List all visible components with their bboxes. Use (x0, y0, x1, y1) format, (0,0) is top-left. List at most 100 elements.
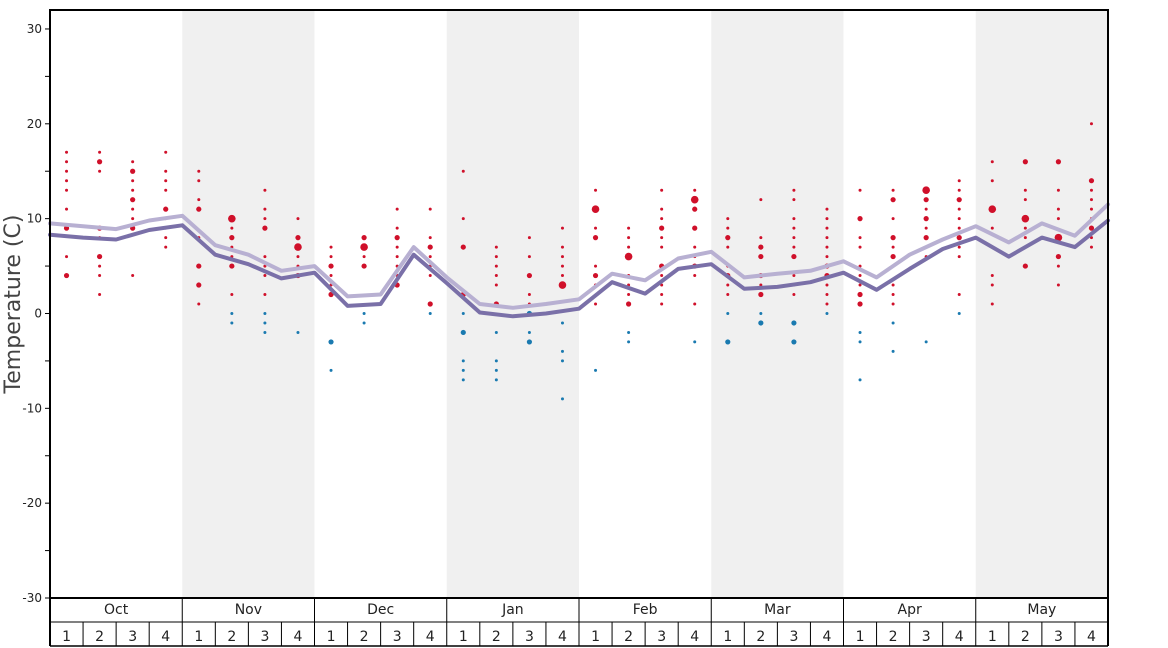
data-point (759, 236, 763, 240)
week-label: 3 (525, 629, 534, 645)
data-point (196, 206, 202, 212)
y-tick-label: -10 (22, 401, 42, 415)
data-point (494, 255, 498, 259)
data-point (660, 188, 664, 192)
data-point (296, 330, 300, 334)
data-point (791, 320, 797, 326)
data-point (957, 207, 961, 211)
data-point (494, 330, 498, 334)
data-point (825, 236, 829, 240)
week-label: 4 (1087, 629, 1096, 645)
data-point (956, 235, 962, 241)
data-point (1055, 159, 1062, 165)
data-point (791, 339, 797, 345)
data-point (560, 255, 564, 259)
data-point (428, 236, 432, 240)
week-label: 2 (756, 629, 765, 645)
data-point (594, 368, 598, 372)
week-label: 1 (194, 629, 203, 645)
data-point (131, 217, 135, 221)
data-point (428, 255, 432, 259)
data-point (527, 330, 531, 334)
data-point (460, 329, 466, 336)
data-point (592, 235, 599, 241)
data-point (494, 274, 498, 278)
data-point (1054, 233, 1063, 242)
data-point (957, 217, 961, 221)
data-point (527, 236, 531, 240)
data-point (263, 255, 267, 259)
data-point (395, 245, 399, 249)
data-point (891, 293, 895, 297)
data-point (923, 235, 929, 241)
data-point (1089, 122, 1093, 126)
data-point (594, 226, 598, 230)
data-point (825, 226, 829, 230)
data-point (660, 207, 664, 211)
data-point (792, 217, 796, 221)
data-point (98, 169, 102, 173)
data-point (725, 235, 731, 241)
y-tick-label: 10 (27, 212, 42, 226)
data-point (924, 340, 928, 344)
data-point (427, 301, 433, 307)
data-point (858, 283, 862, 287)
data-point (990, 226, 994, 230)
data-point (65, 150, 69, 154)
data-point (858, 378, 862, 382)
data-point (197, 179, 201, 183)
data-point (329, 368, 333, 372)
data-point (890, 235, 896, 241)
data-point (726, 245, 730, 249)
data-point (627, 330, 631, 334)
data-point (360, 243, 368, 251)
data-point (98, 264, 102, 268)
data-point (460, 244, 466, 250)
data-point (1088, 178, 1095, 184)
data-point (1056, 283, 1060, 287)
data-point (1022, 159, 1028, 165)
data-point (65, 188, 69, 192)
data-point (1023, 226, 1027, 230)
data-point (131, 207, 135, 211)
week-label: 1 (591, 629, 600, 645)
data-point (494, 264, 498, 268)
data-point (592, 272, 599, 279)
week-label: 4 (426, 629, 435, 645)
data-point (924, 207, 928, 211)
week-label: 3 (128, 629, 137, 645)
data-point (858, 236, 862, 240)
data-point (229, 235, 235, 241)
data-point (660, 236, 664, 240)
data-point (98, 274, 102, 278)
data-point (230, 321, 234, 325)
data-point (461, 378, 465, 382)
y-tick-label: -20 (22, 496, 42, 510)
week-label: 2 (889, 629, 898, 645)
data-point (726, 226, 730, 230)
data-point (792, 245, 796, 249)
month-bands (182, 10, 1108, 598)
data-point (594, 302, 598, 306)
data-point (693, 274, 697, 278)
data-point (924, 226, 928, 230)
data-point (328, 339, 334, 345)
data-point (131, 274, 135, 278)
data-point (263, 321, 267, 325)
data-point (263, 293, 267, 297)
data-point (858, 330, 862, 334)
data-point (825, 302, 829, 306)
data-point (594, 264, 598, 268)
data-point (890, 253, 896, 260)
data-point (922, 186, 930, 194)
y-tick-label: 20 (27, 117, 42, 131)
data-point (825, 217, 829, 221)
data-point (591, 205, 600, 213)
week-label: 3 (260, 629, 269, 645)
week-label: 2 (624, 629, 633, 645)
data-point (362, 321, 366, 325)
month-label: Jan (501, 602, 524, 618)
week-label: 1 (856, 629, 865, 645)
data-point (891, 349, 895, 353)
data-point (65, 179, 69, 183)
